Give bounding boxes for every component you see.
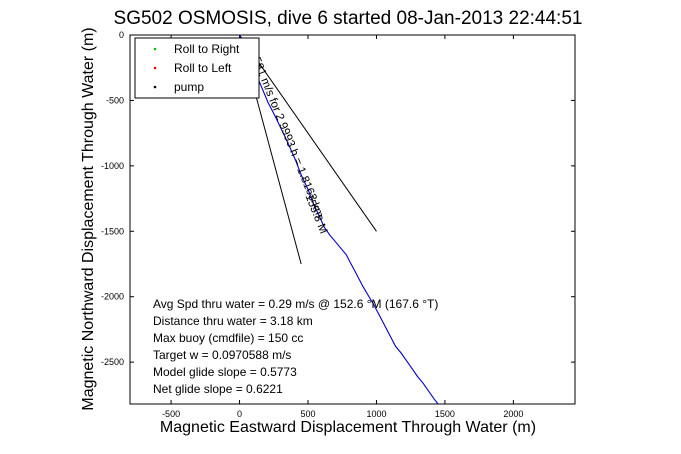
legend-label-roll-left: Roll to Left [174,61,232,75]
legend-label-roll-right: Roll to Right [174,42,240,56]
chart-title: SG502 OSMOSIS, dive 6 started 08-Jan-201… [114,8,583,29]
y-tick-label: -500 [106,95,124,105]
x-tick-label: -500 [162,409,180,419]
y-axis: 0 -500 -1000 -1500 -2000 -2500 [101,30,575,367]
legend: Roll to Right Roll to Left pump [134,37,260,99]
x-tick-label: 1500 [435,409,455,419]
legend-marker-pump [153,85,157,89]
stat-line: Avg Spd thru water = 0.29 m/s @ 152.6 °M… [153,297,438,311]
legend-label-pump: pump [174,80,204,94]
y-tick-label: -2000 [101,292,124,302]
reference-line [239,34,377,232]
legend-marker-roll-right [153,47,157,51]
x-tick-label: 2000 [503,409,523,419]
x-tick-label: 0 [237,409,242,419]
y-tick-label: -1000 [101,161,124,171]
track-line [238,34,439,405]
stat-line: Net glide slope = 0.6221 [153,382,283,396]
stat-line: Max buoy (cmdfile) = 150 cc [153,331,303,345]
x-axis: -500 0 500 1000 1500 2000 [162,35,523,419]
stats-block: Avg Spd thru water = 0.29 m/s @ 152.6 °M… [153,297,438,396]
stat-line: Model glide slope = 0.5773 [153,365,297,379]
x-tick-label: 1000 [366,409,386,419]
stat-line: Target w = 0.0970588 m/s [153,348,291,362]
x-tick-label: 500 [300,409,315,419]
series-layer [238,34,439,405]
x-axis-label: Magnetic Eastward Displacement Through W… [160,419,536,436]
legend-marker-roll-left [153,66,157,70]
y-tick-label: 0 [119,30,124,40]
y-tick-label: -1500 [101,226,124,236]
y-axis-label: Magnetic Northward Displacement Through … [80,27,97,410]
stat-line: Distance thru water = 3.18 km [153,314,313,328]
y-tick-label: -2500 [101,357,124,367]
